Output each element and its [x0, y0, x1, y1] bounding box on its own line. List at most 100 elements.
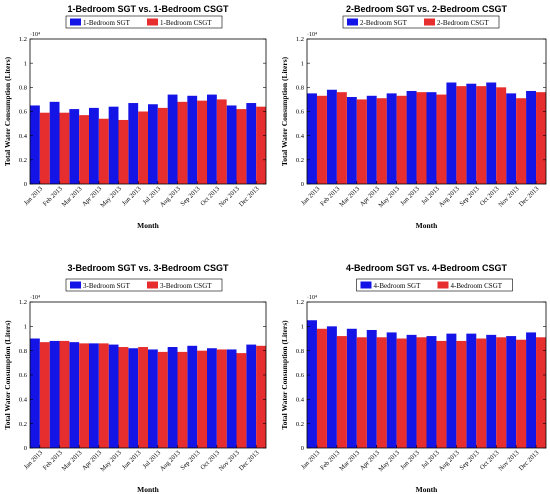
bar-sgt [226, 105, 237, 184]
bar-csgt [256, 106, 266, 184]
y-tick-label: 0.6 [296, 372, 305, 379]
legend-label-csgt: 4-Bedroom CSGT [451, 282, 503, 290]
bar-csgt [177, 101, 188, 184]
x-axis-label: Month [137, 221, 159, 230]
bar-sgt [446, 82, 457, 184]
x-tick-label: Jun 2013 [121, 449, 143, 471]
bar-sgt [406, 334, 417, 448]
x-tick-label: Mar 2013 [338, 449, 361, 472]
bar-csgt [98, 118, 109, 184]
y-tick-label: 1 [301, 60, 304, 67]
x-tick-label: Aug 2013 [159, 185, 182, 208]
bar-sgt [30, 105, 40, 184]
bar-sgt [148, 104, 158, 184]
x-tick-label: Nov 2013 [218, 449, 241, 472]
x-tick-label: Aug 2013 [159, 449, 182, 472]
bar-sgt [226, 349, 237, 448]
y-tick-label: 0.2 [296, 157, 304, 164]
y-tick-label: 0.4 [296, 397, 305, 404]
y-exponent-label: ·10⁴ [307, 32, 317, 38]
x-tick-label: May 2013 [99, 185, 123, 209]
bar-sgt [406, 90, 417, 184]
bar-sgt [506, 93, 517, 185]
y-tick-label: 0.8 [19, 348, 27, 355]
bar-csgt [39, 342, 50, 448]
bar-csgt [157, 351, 168, 448]
bar-csgt [356, 337, 367, 448]
bar-csgt [516, 339, 527, 448]
legend-label-sgt: 1-Bedroom SGT [83, 19, 131, 27]
legend-box [65, 278, 223, 292]
bar-csgt [236, 109, 247, 184]
x-tick-label: May 2013 [377, 449, 401, 473]
y-tick-label: 0.8 [19, 85, 27, 92]
bar-csgt [216, 99, 227, 184]
bar-sgt [69, 109, 80, 184]
bar-sgt [49, 101, 60, 184]
chart-title: 1-Bedroom SGT vs. 1-Bedroom CSGT [67, 4, 229, 14]
bar-sgt [30, 338, 40, 448]
bar-sgt [207, 94, 217, 184]
x-tick-label: Jan 2013 [300, 449, 321, 470]
y-tick-label: 0.2 [19, 157, 27, 164]
legend-swatch-sgt [347, 18, 358, 26]
bar-sgt [486, 334, 497, 448]
bar-csgt [456, 86, 467, 185]
y-tick-label: 0.8 [296, 348, 304, 355]
bar-sgt [346, 328, 357, 448]
bar-sgt [366, 329, 377, 448]
x-tick-label: Nov 2013 [218, 185, 241, 208]
y-axis-label: Total Water Consumption (Liters) [280, 320, 289, 430]
bar-csgt [177, 351, 188, 448]
y-tick-label: 1 [301, 324, 304, 331]
y-axis-label: Total Water Consumption (Liters) [280, 56, 289, 166]
bar-sgt [426, 92, 437, 184]
y-tick-label: 0.2 [296, 421, 304, 428]
bar-sgt [307, 93, 317, 185]
bar-sgt [108, 344, 119, 448]
legend-label-csgt: 1-Bedroom CSGT [160, 19, 212, 27]
bar-csgt [98, 343, 109, 448]
x-tick-label: Aug 2013 [438, 449, 461, 472]
bar-sgt [346, 97, 357, 184]
x-axis-label: Month [416, 485, 438, 494]
bar-sgt [69, 342, 80, 448]
bar-csgt [316, 95, 327, 184]
y-exponent-label: ·10⁴ [307, 295, 317, 301]
legend-swatch-sgt [70, 18, 81, 26]
x-tick-label: Sep 2013 [459, 449, 481, 471]
bar-sgt [89, 343, 99, 448]
y-tick-label: 0.6 [296, 109, 305, 116]
x-tick-label: Dec 2013 [518, 185, 541, 208]
bar-csgt [476, 338, 487, 448]
chart-title: 3-Bedroom SGT vs. 3-Bedroom CSGT [67, 263, 229, 273]
bar-sgt [128, 103, 139, 184]
x-tick-label: May 2013 [377, 185, 401, 209]
legend-box [342, 15, 500, 29]
legend-label-sgt: 2-Bedroom SGT [360, 19, 408, 27]
x-tick-label: Mar 2013 [61, 185, 84, 208]
x-tick-label: Mar 2013 [61, 449, 84, 472]
x-tick-label: May 2013 [99, 449, 123, 473]
bar-sgt [246, 344, 257, 448]
bar-csgt [536, 92, 546, 184]
x-tick-label: Sep 2013 [459, 185, 481, 207]
y-tick-label: 1 [24, 60, 27, 67]
bar-sgt [326, 89, 337, 184]
legend-box [65, 15, 223, 29]
x-tick-label: Aug 2013 [438, 185, 461, 208]
bar-sgt [426, 336, 437, 448]
y-axis-label: Total Water Consumption (Liters) [3, 56, 12, 166]
legend-swatch-sgt [360, 281, 372, 289]
chart-title: 4-Bedroom SGT vs. 4-Bedroom CSGT [346, 263, 508, 273]
bar-sgt [486, 82, 497, 184]
bar-sgt [386, 332, 397, 448]
y-tick-label: 0.6 [19, 372, 28, 379]
legend-swatch-csgt [147, 281, 158, 289]
chart-panel-2: 2-Bedroom SGT vs. 2-Bedroom CSGT 0 0.2 0.4 0… [280, 4, 547, 230]
bar-csgt [356, 99, 367, 184]
chart-panel-3: 3-Bedroom SGT vs. 3-Bedroom CSGT 0 0.2 0.4 0… [3, 263, 267, 494]
y-tick-label: 0.4 [19, 133, 28, 140]
y-tick-label: 0.8 [296, 85, 304, 92]
legend-swatch-csgt [147, 18, 158, 26]
